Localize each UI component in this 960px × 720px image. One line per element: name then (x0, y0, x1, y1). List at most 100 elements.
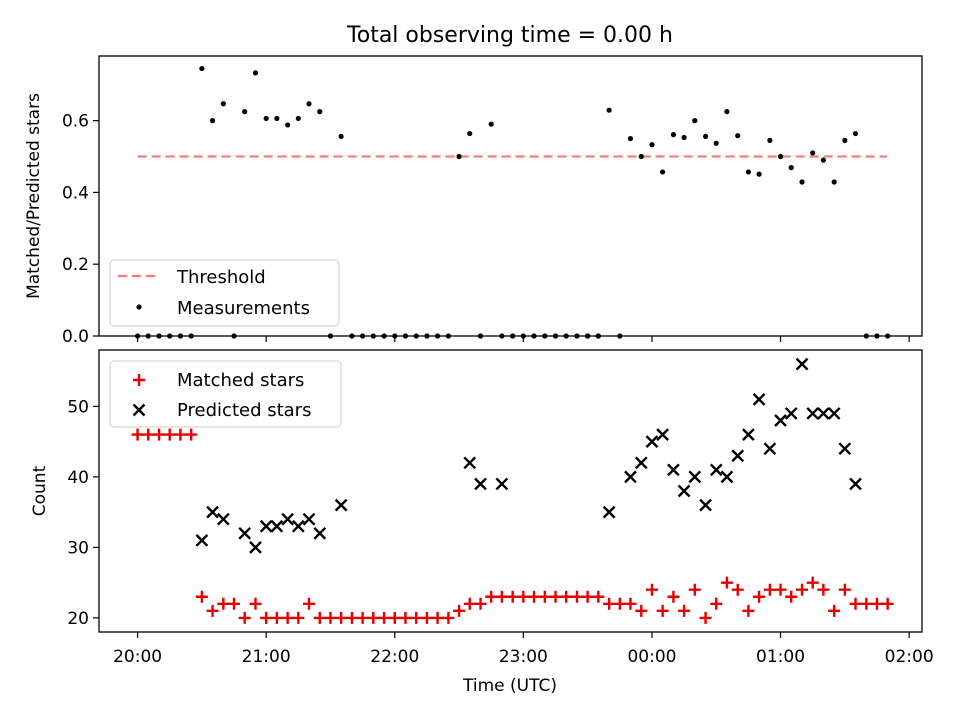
matched-star-marker (335, 611, 348, 624)
ratio-y-ticks: 0.0 0.2 0.4 0.6 (62, 112, 99, 347)
predicted-star-marker (709, 463, 723, 477)
predicted-star-marker (281, 512, 294, 526)
predicted-star-marker (731, 449, 745, 463)
count-x-ticks: 20:00 21:00 22:00 23:00 00:00 01:00 02:00 (113, 632, 934, 667)
measurement-point (627, 135, 634, 142)
ratio-legend: Threshold Measurements (109, 259, 340, 327)
matched-star-marker (270, 611, 283, 624)
matched-star-marker (624, 597, 637, 610)
x-tick-label: 21:00 (242, 647, 291, 667)
matched-star-marker (185, 428, 198, 441)
count-legend: Matched stars Predicted stars (109, 360, 342, 428)
x-tick-label: 23:00 (499, 647, 548, 667)
matched-star-marker (528, 590, 541, 603)
matched-star-marker (281, 611, 294, 624)
legend-predicted-marker (132, 403, 146, 417)
measurement-point (477, 333, 484, 339)
measurement-point (670, 132, 677, 138)
measurement-point (713, 140, 719, 146)
measurement-point (209, 118, 216, 124)
predicted-star-marker (784, 407, 798, 420)
measurement-point (767, 137, 773, 143)
predicted-star-marker (217, 512, 230, 526)
y-tick-label: 0.2 (62, 255, 89, 275)
measurement-point (199, 65, 205, 72)
predicted-star-marker (817, 407, 830, 420)
measurement-point (574, 333, 580, 339)
measurement-point (520, 333, 526, 339)
matched-star-marker (131, 428, 144, 441)
measurement-point (177, 333, 183, 339)
count-y-axis-label: Count (30, 465, 50, 516)
measurement-point (306, 101, 312, 107)
x-tick-label: 02:00 (885, 647, 934, 667)
matched-star-marker (249, 597, 262, 610)
measurement-point (285, 122, 291, 128)
measurement-point (456, 153, 462, 160)
ratio-y-axis-label: Matched/Predicted stars (24, 93, 44, 299)
predicted-star-marker (291, 519, 305, 533)
matched-star-marker (153, 428, 166, 441)
matched-star-marker (774, 583, 787, 596)
measurement-point (274, 115, 280, 122)
measurement-point (552, 333, 559, 339)
matched-star-marker (324, 611, 337, 624)
matched-star-marker (142, 428, 155, 441)
measurement-point (434, 333, 441, 339)
matched-star-marker (613, 597, 626, 610)
measurement-point (681, 134, 687, 141)
measurement-point (167, 333, 173, 339)
matched-star-marker (228, 597, 241, 610)
matched-star-marker (163, 428, 176, 441)
measurement-point (402, 333, 409, 339)
matched-star-marker (195, 590, 208, 603)
measurement-point (445, 333, 451, 339)
measurement-point (660, 169, 666, 175)
measurement-point (349, 333, 355, 339)
measurement-point (863, 333, 869, 339)
matched-star-marker (667, 590, 680, 603)
predicted-star-marker (752, 393, 766, 406)
x-tick-label: 01:00 (756, 647, 805, 667)
matched-star-marker (817, 583, 830, 596)
legend-measurements-swatch (136, 304, 142, 310)
predicted-star-marker (495, 477, 509, 491)
matched-star-marker (656, 604, 669, 617)
matched-star-marker (785, 590, 798, 603)
legend-matched-swatch (133, 374, 145, 386)
predicted-star-marker (688, 470, 702, 484)
measurement-point (188, 333, 194, 339)
matched-star-marker (345, 611, 358, 624)
matched-star-marker (442, 611, 455, 624)
matched-star-marker (174, 428, 187, 441)
measurement-point (563, 333, 569, 339)
y-tick-label: 30 (67, 538, 89, 558)
predicted-star-marker (463, 456, 477, 470)
matched-star-marker (881, 597, 894, 610)
measurement-point (702, 133, 709, 140)
matched-star-marker (495, 590, 508, 603)
matched-star-marker (485, 590, 498, 603)
legend-predicted-label: Predicted stars (177, 400, 311, 421)
predicted-star-marker (774, 414, 787, 427)
predicted-star-marker (806, 407, 820, 420)
matched-star-marker (538, 590, 551, 603)
matched-star-marker (763, 583, 776, 596)
predicted-star-marker (742, 428, 755, 441)
matched-star-marker (710, 597, 723, 610)
matched-star-marker (560, 590, 573, 603)
measurement-point (488, 121, 494, 127)
measurement-point (499, 333, 505, 339)
matched-star-marker (506, 590, 519, 603)
matched-star-marker (742, 604, 755, 617)
measurement-point (585, 333, 591, 339)
measurement-point (852, 130, 859, 137)
measurement-point (424, 333, 430, 339)
measurement-point (360, 333, 366, 339)
predicted-star-marker (249, 541, 262, 554)
measurement-point (756, 171, 762, 177)
predicted-star-marker (270, 519, 284, 533)
predicted-star-marker (699, 498, 712, 512)
